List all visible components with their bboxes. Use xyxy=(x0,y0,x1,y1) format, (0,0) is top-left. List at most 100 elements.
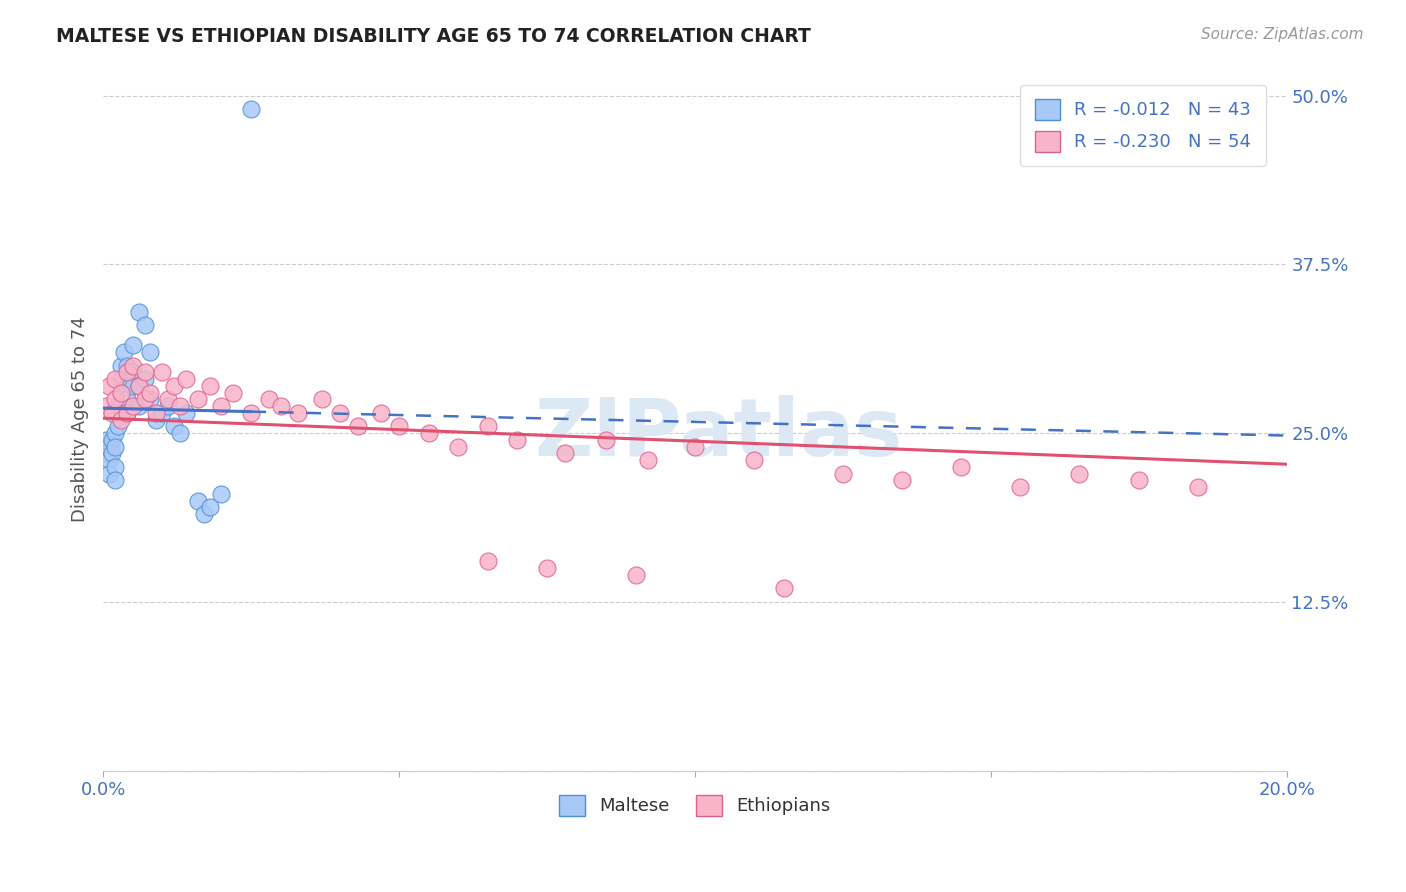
Point xyxy=(94,446,117,460)
Point xyxy=(110,406,132,420)
Point xyxy=(477,419,499,434)
Point xyxy=(104,474,127,488)
Point xyxy=(98,467,121,481)
Point xyxy=(112,345,135,359)
Point xyxy=(187,493,209,508)
Point xyxy=(169,426,191,441)
Point xyxy=(101,406,124,420)
Legend: Maltese, Ethiopians: Maltese, Ethiopians xyxy=(550,786,839,825)
Point xyxy=(115,359,138,373)
Point xyxy=(506,433,529,447)
Point xyxy=(104,372,127,386)
Point xyxy=(139,392,162,407)
Point xyxy=(346,419,368,434)
Point xyxy=(163,379,186,393)
Point xyxy=(98,440,121,454)
Point xyxy=(1187,480,1209,494)
Point xyxy=(174,406,197,420)
Point xyxy=(145,406,167,420)
Point xyxy=(145,412,167,426)
Point xyxy=(98,453,121,467)
Point xyxy=(222,385,245,400)
Point xyxy=(104,392,127,407)
Point xyxy=(94,399,117,413)
Point xyxy=(134,372,156,386)
Point xyxy=(121,359,143,373)
Point xyxy=(115,379,138,393)
Point xyxy=(101,446,124,460)
Point xyxy=(115,406,138,420)
Point xyxy=(104,440,127,454)
Point xyxy=(139,345,162,359)
Point xyxy=(107,419,129,434)
Point xyxy=(211,399,233,413)
Point xyxy=(98,379,121,393)
Point xyxy=(198,500,221,515)
Point xyxy=(742,453,765,467)
Point xyxy=(311,392,333,407)
Point xyxy=(388,419,411,434)
Point xyxy=(370,406,392,420)
Point xyxy=(150,406,173,420)
Point xyxy=(150,365,173,379)
Point xyxy=(101,433,124,447)
Point xyxy=(1010,480,1032,494)
Text: ZIPatlas: ZIPatlas xyxy=(534,394,903,473)
Point xyxy=(891,474,914,488)
Point xyxy=(418,426,440,441)
Point xyxy=(121,399,143,413)
Point xyxy=(240,406,263,420)
Point xyxy=(554,446,576,460)
Point xyxy=(121,365,143,379)
Point xyxy=(240,102,263,116)
Point xyxy=(110,385,132,400)
Point xyxy=(257,392,280,407)
Point xyxy=(94,433,117,447)
Point xyxy=(128,379,150,393)
Point xyxy=(115,365,138,379)
Point xyxy=(110,385,132,400)
Point xyxy=(115,406,138,420)
Point xyxy=(624,568,647,582)
Point xyxy=(104,459,127,474)
Point xyxy=(198,379,221,393)
Point xyxy=(193,507,215,521)
Point xyxy=(683,440,706,454)
Point xyxy=(107,399,129,413)
Point xyxy=(536,561,558,575)
Text: Source: ZipAtlas.com: Source: ZipAtlas.com xyxy=(1201,27,1364,42)
Point xyxy=(950,459,973,474)
Point xyxy=(1128,474,1150,488)
Point xyxy=(772,582,794,596)
Point xyxy=(104,426,127,441)
Point xyxy=(121,338,143,352)
Point xyxy=(595,433,617,447)
Point xyxy=(134,365,156,379)
Point xyxy=(1069,467,1091,481)
Point xyxy=(163,419,186,434)
Point xyxy=(121,379,143,393)
Text: MALTESE VS ETHIOPIAN DISABILITY AGE 65 TO 74 CORRELATION CHART: MALTESE VS ETHIOPIAN DISABILITY AGE 65 T… xyxy=(56,27,811,45)
Point xyxy=(270,399,292,413)
Point xyxy=(128,399,150,413)
Point xyxy=(187,392,209,407)
Point xyxy=(169,399,191,413)
Point xyxy=(174,372,197,386)
Point xyxy=(329,406,352,420)
Point xyxy=(134,318,156,332)
Point xyxy=(110,412,132,426)
Point xyxy=(447,440,470,454)
Point xyxy=(637,453,659,467)
Point xyxy=(115,392,138,407)
Point xyxy=(110,372,132,386)
Y-axis label: Disability Age 65 to 74: Disability Age 65 to 74 xyxy=(72,317,89,523)
Point xyxy=(110,359,132,373)
Point xyxy=(128,304,150,318)
Point xyxy=(157,399,180,413)
Point xyxy=(157,392,180,407)
Point xyxy=(287,406,309,420)
Point xyxy=(211,487,233,501)
Point xyxy=(831,467,853,481)
Point xyxy=(134,392,156,407)
Point xyxy=(477,554,499,568)
